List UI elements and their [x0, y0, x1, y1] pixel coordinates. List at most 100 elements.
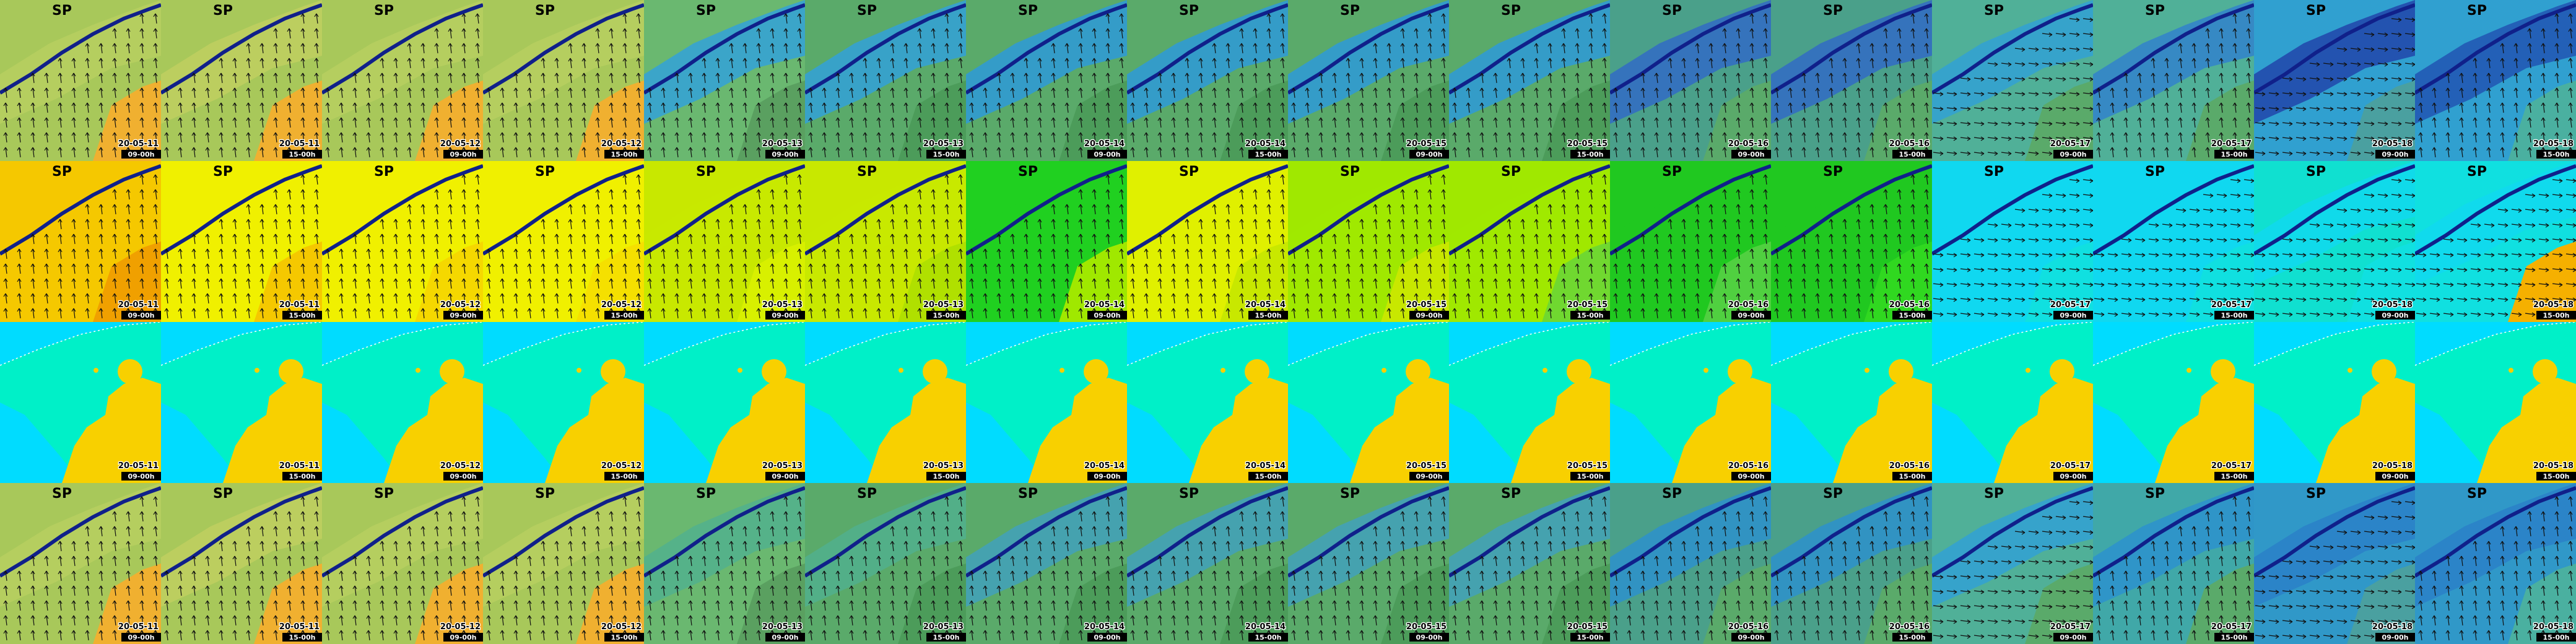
wind-arrow	[2568, 117, 2573, 128]
wind-arrow	[797, 600, 802, 611]
wind-arrow	[1078, 72, 1083, 84]
wind-arrow	[1575, 585, 1580, 596]
wind-arrow	[1466, 263, 1471, 274]
tile-title: SP	[1823, 486, 1843, 502]
wind-arrow	[1933, 92, 1944, 97]
wind-arrow	[1105, 132, 1110, 143]
wind-arrow	[2123, 630, 2128, 641]
wind-arrow	[219, 117, 224, 128]
wind-arrow	[2151, 570, 2156, 581]
date-label: 20-05-15	[1406, 139, 1447, 149]
time-box	[604, 150, 644, 159]
wind-arrow	[917, 630, 922, 641]
wind-arrow	[1427, 13, 1432, 24]
wind-arrow	[2445, 117, 2450, 128]
wind-arrow	[139, 233, 144, 245]
wind-arrow	[2055, 223, 2066, 228]
wind-arrow	[287, 526, 292, 537]
wind-arrow	[1441, 87, 1446, 98]
coastline	[1449, 164, 1610, 256]
wind-arrow	[71, 615, 76, 626]
wind-arrow	[1842, 58, 1847, 69]
wind-arrow	[58, 541, 63, 552]
wind-arrow	[729, 263, 734, 274]
wind-arrow	[1291, 87, 1296, 98]
wind-arrow	[1493, 585, 1498, 596]
field-patch	[737, 80, 805, 161]
wind-arrow	[1212, 102, 1217, 113]
wind-arrow	[1171, 263, 1176, 274]
wind-arrow	[2134, 312, 2146, 317]
wind-arrow	[756, 219, 761, 230]
wind-arrow	[1561, 585, 1566, 596]
wind-arrow	[30, 570, 35, 581]
wind-arrow	[1171, 278, 1176, 289]
wind-arrow	[2162, 238, 2173, 243]
wind-arrow	[1037, 541, 1042, 552]
wind-arrow	[98, 293, 103, 304]
wind-arrow	[1897, 132, 1902, 143]
wind-arrow	[622, 526, 627, 537]
wind-arrow	[756, 630, 761, 641]
wind-arrow	[783, 13, 788, 24]
wind-arrow	[1547, 526, 1552, 537]
wind-arrow	[2219, 526, 2224, 537]
wind-arrow	[1788, 600, 1793, 611]
wind-arrow	[1346, 233, 1351, 245]
wind-arrow	[1561, 189, 1566, 200]
wind-arrow	[2500, 600, 2505, 611]
wind-arrow	[1064, 570, 1069, 581]
wind-arrow	[958, 174, 963, 185]
wind-arrow	[2042, 32, 2053, 37]
wind-arrow	[1815, 102, 1820, 113]
wind-arrow	[1037, 58, 1042, 69]
wind-arrow	[1722, 72, 1727, 84]
wind-arrow	[1373, 278, 1378, 289]
wind-arrow	[2377, 92, 2388, 97]
wind-arrow	[729, 102, 734, 113]
land	[1833, 378, 1932, 483]
wind-arrow	[1346, 555, 1351, 567]
wind-arrow	[1225, 147, 1230, 158]
wind-arrow	[2350, 282, 2361, 287]
wind-arrow	[486, 102, 491, 113]
wind-arrow	[2164, 87, 2169, 98]
wind-arrow	[756, 278, 761, 289]
wind-arrow	[2001, 545, 2012, 550]
land	[577, 368, 581, 373]
wind-arrow	[58, 72, 63, 84]
wind-arrow	[2014, 121, 2026, 126]
wind-arrow	[2568, 132, 2573, 143]
wind-arrow	[835, 72, 840, 84]
wind-arrow	[1359, 58, 1364, 69]
wind-arrow	[1359, 278, 1364, 289]
wind-arrow	[1064, 219, 1069, 230]
wind-arrow	[232, 263, 237, 274]
wind-arrow	[2336, 92, 2348, 97]
wind-arrow	[2541, 541, 2546, 552]
wind-arrow	[420, 43, 425, 54]
wind-arrow	[434, 570, 439, 581]
wind-arrow	[1736, 87, 1741, 98]
wind-arrow	[2350, 151, 2361, 156]
wind-arrow	[2470, 268, 2481, 272]
wind-arrow	[273, 189, 278, 200]
wind-arrow	[1774, 87, 1779, 98]
wind-arrow	[1547, 541, 1552, 552]
wind-arrow	[770, 72, 775, 84]
wind-arrow	[581, 117, 586, 128]
wind-arrow	[1960, 92, 1971, 97]
wind-arrow	[595, 511, 600, 522]
wind-arrow	[2538, 238, 2549, 243]
wind-arrow	[1640, 615, 1645, 626]
time-label: 09-00h	[2060, 472, 2086, 481]
wind-arrow	[756, 72, 761, 84]
wind-arrow	[1973, 151, 1985, 156]
tile-title: SP	[2467, 164, 2487, 180]
wind-arrow	[259, 555, 264, 567]
wind-arrow	[1602, 174, 1607, 185]
wind-arrow	[1400, 570, 1405, 581]
